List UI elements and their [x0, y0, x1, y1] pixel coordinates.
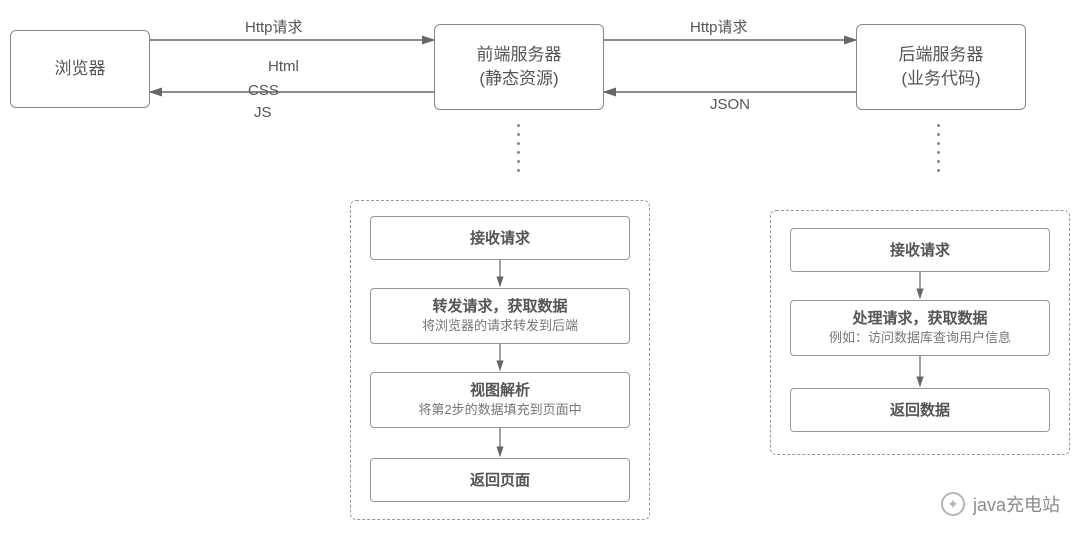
frontend-step-3: 返回页面: [370, 458, 630, 502]
watermark: ✦ java充电站: [941, 491, 1060, 517]
edge-f2browser-resp-label-1: CSS: [248, 82, 279, 99]
frontend-step-2-sub: 将第2步的数据填充到页面中: [418, 401, 581, 419]
edge-f2browser-resp-label-0: Html: [268, 58, 299, 75]
frontend-step-2: 视图解析 将第2步的数据填充到页面中: [370, 372, 630, 428]
backend-step-2: 返回数据: [790, 388, 1050, 432]
dots-frontend: [517, 124, 520, 172]
frontend-step-0-title: 接收请求: [470, 228, 530, 249]
node-frontend-subtitle: (静态资源): [479, 67, 558, 91]
frontend-step-3-title: 返回页面: [470, 470, 530, 491]
node-backend: 后端服务器 (业务代码): [856, 24, 1026, 110]
frontend-step-1-sub: 将浏览器的请求转发到后端: [422, 317, 578, 335]
edge-f2b-req-label: Http请求: [690, 16, 748, 37]
frontend-step-1: 转发请求，获取数据 将浏览器的请求转发到后端: [370, 288, 630, 344]
node-browser-title: 浏览器: [55, 57, 106, 81]
wechat-icon: ✦: [941, 492, 965, 516]
edge-b2f-req-label: Http请求: [245, 16, 303, 37]
edge-f2browser-resp-label-2: JS: [254, 104, 272, 121]
node-backend-title: 后端服务器: [899, 43, 984, 67]
dots-backend: [937, 124, 940, 172]
node-frontend-title: 前端服务器: [477, 43, 562, 67]
frontend-step-1-title: 转发请求，获取数据: [432, 296, 567, 317]
backend-step-1-title: 处理请求，获取数据: [852, 308, 987, 329]
backend-step-1-sub: 例如：访问数据库查询用户信息: [829, 329, 1011, 347]
backend-step-1: 处理请求，获取数据 例如：访问数据库查询用户信息: [790, 300, 1050, 356]
frontend-step-2-title: 视图解析: [470, 380, 530, 401]
edge-b2f-resp-label: JSON: [710, 96, 750, 113]
backend-step-2-title: 返回数据: [890, 400, 950, 421]
backend-step-0: 接收请求: [790, 228, 1050, 272]
node-frontend: 前端服务器 (静态资源): [434, 24, 604, 110]
backend-step-0-title: 接收请求: [890, 240, 950, 261]
watermark-text: java充电站: [973, 491, 1060, 517]
frontend-step-0: 接收请求: [370, 216, 630, 260]
node-backend-subtitle: (业务代码): [901, 67, 980, 91]
node-browser: 浏览器: [10, 30, 150, 108]
